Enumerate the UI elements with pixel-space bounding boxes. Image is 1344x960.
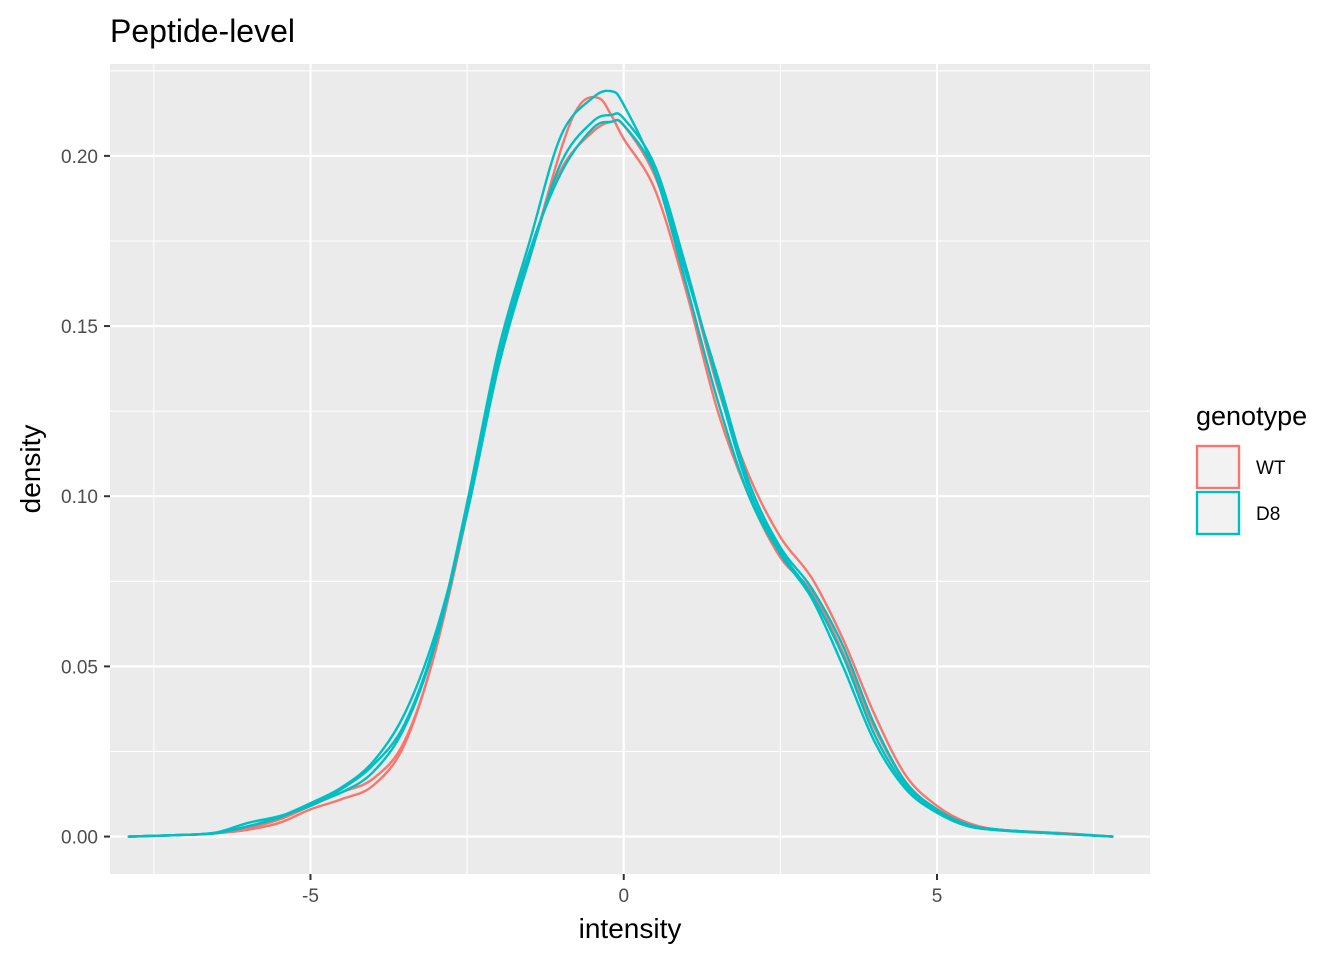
gridlines [110, 64, 1150, 874]
x-tick-label: 5 [932, 886, 943, 907]
x-tick-label: -5 [302, 886, 319, 907]
legend-key-d8 [1195, 490, 1241, 536]
density-line-d8-4 [127, 118, 1114, 838]
y-tick-label: 0.00 [61, 828, 98, 849]
legend-title: genotype [1196, 401, 1307, 431]
x-axis-title: intensity [579, 913, 682, 944]
y-tick-label: 0.15 [61, 317, 98, 338]
y-tick-label: 0.20 [61, 147, 98, 168]
x-axis: -5 0 5 [302, 874, 942, 907]
density-line-d8-5 [127, 112, 1114, 838]
y-axis: 0.00 0.05 0.10 0.15 0.20 [61, 147, 110, 849]
density-series [127, 89, 1114, 838]
chart-title: Peptide-level [110, 13, 295, 49]
y-axis-title: density [15, 425, 46, 514]
y-tick-label: 0.05 [61, 657, 98, 678]
x-tick-label: 0 [618, 886, 629, 907]
legend-label-wt: WT [1256, 458, 1286, 479]
legend: genotype WT D8 [1195, 401, 1307, 536]
legend-key-wt [1195, 444, 1241, 490]
y-tick-label: 0.10 [61, 487, 98, 508]
plot-panel [110, 64, 1150, 874]
legend-label-d8: D8 [1256, 504, 1280, 525]
